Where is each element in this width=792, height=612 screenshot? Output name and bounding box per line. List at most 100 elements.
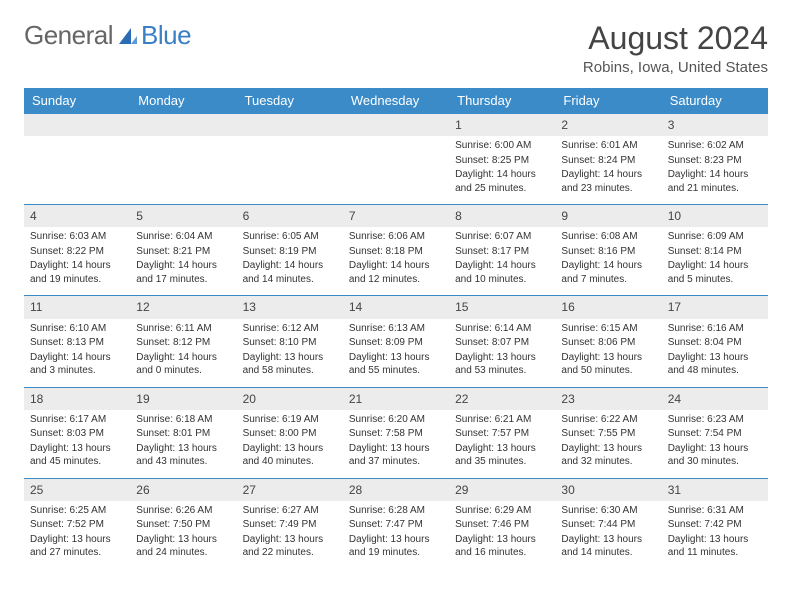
day-details: Sunrise: 6:20 AMSunset: 7:58 PMDaylight:…: [343, 410, 449, 478]
sunset-line: Sunset: 8:04 PM: [668, 336, 762, 350]
logo: General Blue: [24, 20, 191, 51]
sunrise-line: Sunrise: 6:13 AM: [349, 322, 443, 336]
calendar-day-cell: 15Sunrise: 6:14 AMSunset: 8:07 PMDayligh…: [449, 296, 555, 387]
sunset-line: Sunset: 8:17 PM: [455, 245, 549, 259]
day-number: [343, 114, 449, 136]
day-number: 7: [343, 205, 449, 227]
sunrise-line: Sunrise: 6:30 AM: [561, 504, 655, 518]
sunrise-line: Sunrise: 6:07 AM: [455, 230, 549, 244]
weekday-header: Tuesday: [237, 88, 343, 114]
sunrise-line: Sunrise: 6:17 AM: [30, 413, 124, 427]
sunset-line: Sunset: 8:13 PM: [30, 336, 124, 350]
calendar-day-cell: 25Sunrise: 6:25 AMSunset: 7:52 PMDayligh…: [24, 478, 130, 569]
day-details: Sunrise: 6:28 AMSunset: 7:47 PMDaylight:…: [343, 501, 449, 569]
calendar-week-row: 1Sunrise: 6:00 AMSunset: 8:25 PMDaylight…: [24, 114, 768, 205]
day-number: 16: [555, 296, 661, 318]
day-number: 28: [343, 479, 449, 501]
sunrise-line: Sunrise: 6:19 AM: [243, 413, 337, 427]
day-number: 14: [343, 296, 449, 318]
day-details: [237, 136, 343, 198]
daylight-line: Daylight: 13 hours and 43 minutes.: [136, 442, 230, 469]
calendar-day-cell: 23Sunrise: 6:22 AMSunset: 7:55 PMDayligh…: [555, 387, 661, 478]
title-block: August 2024 Robins, Iowa, United States: [583, 20, 768, 76]
day-details: Sunrise: 6:29 AMSunset: 7:46 PMDaylight:…: [449, 501, 555, 569]
day-number: 31: [662, 479, 768, 501]
calendar-day-cell: 2Sunrise: 6:01 AMSunset: 8:24 PMDaylight…: [555, 114, 661, 205]
daylight-line: Daylight: 14 hours and 21 minutes.: [668, 168, 762, 195]
calendar-day-cell: 17Sunrise: 6:16 AMSunset: 8:04 PMDayligh…: [662, 296, 768, 387]
day-details: Sunrise: 6:31 AMSunset: 7:42 PMDaylight:…: [662, 501, 768, 569]
day-number: [24, 114, 130, 136]
daylight-line: Daylight: 13 hours and 27 minutes.: [30, 533, 124, 560]
day-number: 23: [555, 388, 661, 410]
sunset-line: Sunset: 8:00 PM: [243, 427, 337, 441]
sunrise-line: Sunrise: 6:05 AM: [243, 230, 337, 244]
day-number: 27: [237, 479, 343, 501]
day-details: Sunrise: 6:25 AMSunset: 7:52 PMDaylight:…: [24, 501, 130, 569]
calendar-day-cell: 19Sunrise: 6:18 AMSunset: 8:01 PMDayligh…: [130, 387, 236, 478]
day-details: Sunrise: 6:04 AMSunset: 8:21 PMDaylight:…: [130, 227, 236, 295]
sunrise-line: Sunrise: 6:14 AM: [455, 322, 549, 336]
day-details: Sunrise: 6:14 AMSunset: 8:07 PMDaylight:…: [449, 319, 555, 387]
calendar-day-cell: 12Sunrise: 6:11 AMSunset: 8:12 PMDayligh…: [130, 296, 236, 387]
daylight-line: Daylight: 14 hours and 23 minutes.: [561, 168, 655, 195]
calendar-day-cell: 20Sunrise: 6:19 AMSunset: 8:00 PMDayligh…: [237, 387, 343, 478]
day-number: 13: [237, 296, 343, 318]
sunrise-line: Sunrise: 6:15 AM: [561, 322, 655, 336]
sunset-line: Sunset: 8:23 PM: [668, 154, 762, 168]
daylight-line: Daylight: 13 hours and 16 minutes.: [455, 533, 549, 560]
sunrise-line: Sunrise: 6:18 AM: [136, 413, 230, 427]
calendar-day-cell: 24Sunrise: 6:23 AMSunset: 7:54 PMDayligh…: [662, 387, 768, 478]
day-details: Sunrise: 6:01 AMSunset: 8:24 PMDaylight:…: [555, 136, 661, 204]
sunrise-line: Sunrise: 6:04 AM: [136, 230, 230, 244]
calendar-body: 1Sunrise: 6:00 AMSunset: 8:25 PMDaylight…: [24, 114, 768, 569]
day-number: 1: [449, 114, 555, 136]
sunset-line: Sunset: 8:21 PM: [136, 245, 230, 259]
calendar-header-row: SundayMondayTuesdayWednesdayThursdayFrid…: [24, 88, 768, 114]
daylight-line: Daylight: 13 hours and 35 minutes.: [455, 442, 549, 469]
sunrise-line: Sunrise: 6:22 AM: [561, 413, 655, 427]
calendar-day-cell: 14Sunrise: 6:13 AMSunset: 8:09 PMDayligh…: [343, 296, 449, 387]
daylight-line: Daylight: 14 hours and 14 minutes.: [243, 259, 337, 286]
sunrise-line: Sunrise: 6:10 AM: [30, 322, 124, 336]
calendar-day-cell: 11Sunrise: 6:10 AMSunset: 8:13 PMDayligh…: [24, 296, 130, 387]
calendar-week-row: 18Sunrise: 6:17 AMSunset: 8:03 PMDayligh…: [24, 387, 768, 478]
day-number: 6: [237, 205, 343, 227]
day-number: [130, 114, 236, 136]
day-number: 20: [237, 388, 343, 410]
weekday-header: Wednesday: [343, 88, 449, 114]
day-details: Sunrise: 6:30 AMSunset: 7:44 PMDaylight:…: [555, 501, 661, 569]
day-details: Sunrise: 6:00 AMSunset: 8:25 PMDaylight:…: [449, 136, 555, 204]
daylight-line: Daylight: 13 hours and 40 minutes.: [243, 442, 337, 469]
calendar-week-row: 4Sunrise: 6:03 AMSunset: 8:22 PMDaylight…: [24, 205, 768, 296]
sunrise-line: Sunrise: 6:27 AM: [243, 504, 337, 518]
sunrise-line: Sunrise: 6:20 AM: [349, 413, 443, 427]
day-number: 22: [449, 388, 555, 410]
sunrise-line: Sunrise: 6:31 AM: [668, 504, 762, 518]
sunset-line: Sunset: 7:44 PM: [561, 518, 655, 532]
day-details: Sunrise: 6:16 AMSunset: 8:04 PMDaylight:…: [662, 319, 768, 387]
calendar-table: SundayMondayTuesdayWednesdayThursdayFrid…: [24, 88, 768, 569]
logo-sail-icon: [117, 26, 139, 46]
sunset-line: Sunset: 7:46 PM: [455, 518, 549, 532]
logo-text-blue: Blue: [141, 20, 191, 51]
sunset-line: Sunset: 8:10 PM: [243, 336, 337, 350]
calendar-empty-cell: [130, 114, 236, 205]
sunrise-line: Sunrise: 6:00 AM: [455, 139, 549, 153]
calendar-day-cell: 6Sunrise: 6:05 AMSunset: 8:19 PMDaylight…: [237, 205, 343, 296]
day-number: 21: [343, 388, 449, 410]
sunset-line: Sunset: 7:50 PM: [136, 518, 230, 532]
sunset-line: Sunset: 8:25 PM: [455, 154, 549, 168]
day-details: Sunrise: 6:19 AMSunset: 8:00 PMDaylight:…: [237, 410, 343, 478]
calendar-day-cell: 27Sunrise: 6:27 AMSunset: 7:49 PMDayligh…: [237, 478, 343, 569]
sunrise-line: Sunrise: 6:12 AM: [243, 322, 337, 336]
sunrise-line: Sunrise: 6:11 AM: [136, 322, 230, 336]
calendar-day-cell: 7Sunrise: 6:06 AMSunset: 8:18 PMDaylight…: [343, 205, 449, 296]
calendar-week-row: 11Sunrise: 6:10 AMSunset: 8:13 PMDayligh…: [24, 296, 768, 387]
daylight-line: Daylight: 13 hours and 45 minutes.: [30, 442, 124, 469]
calendar-day-cell: 8Sunrise: 6:07 AMSunset: 8:17 PMDaylight…: [449, 205, 555, 296]
location: Robins, Iowa, United States: [583, 59, 768, 76]
day-number: 5: [130, 205, 236, 227]
day-details: [24, 136, 130, 198]
day-details: Sunrise: 6:27 AMSunset: 7:49 PMDaylight:…: [237, 501, 343, 569]
